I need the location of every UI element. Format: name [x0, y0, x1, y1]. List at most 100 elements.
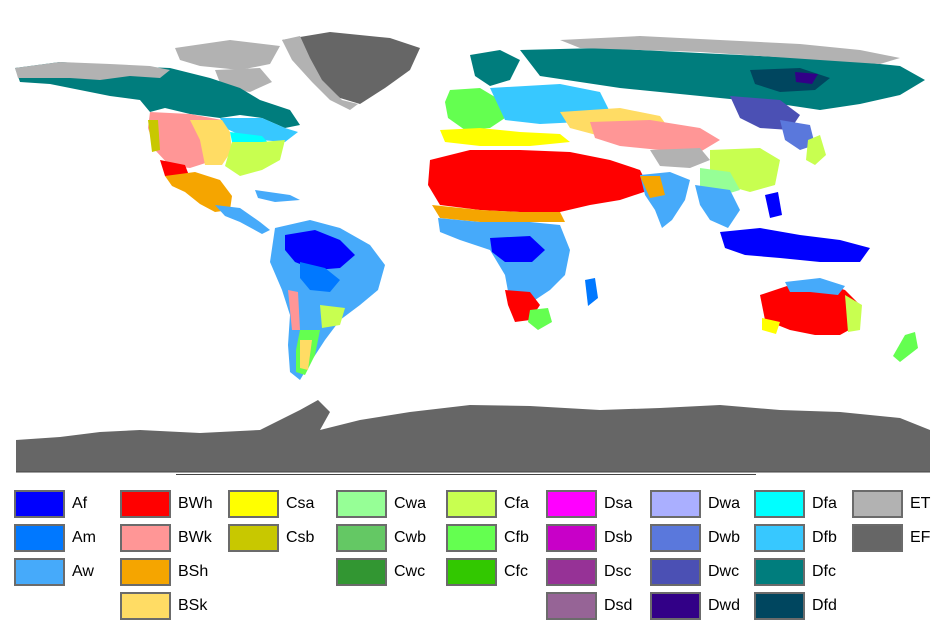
legend-code: Dwc [708, 563, 740, 580]
legend-swatch [546, 558, 597, 586]
antarctica [16, 400, 930, 472]
southern-brazil [320, 305, 345, 328]
greenland-coast [282, 36, 358, 110]
legend-swatch [120, 558, 171, 586]
siberia [520, 48, 925, 110]
legend-code: Cwc [394, 563, 426, 580]
india-bsh [640, 176, 665, 198]
legend-code: Dfc [812, 563, 836, 580]
russia-tundra [560, 36, 900, 64]
legend-code: Am [72, 529, 96, 546]
legend-swatch [650, 524, 701, 552]
australia-southwest [762, 318, 780, 334]
north-tundra [15, 62, 170, 80]
legend-code: Aw [72, 563, 94, 580]
australia [760, 282, 860, 335]
canada-dfb [220, 118, 298, 142]
amazon-am [300, 262, 340, 292]
climate-legend: Af Am Aw BWh BWk BSh BSk Csa Csb Cwa Cwb Cwc Cfa Cfb C… [0, 486, 938, 626]
arctic-islands [175, 40, 280, 70]
legend-swatch [852, 490, 903, 518]
philippines [765, 192, 782, 218]
legend-swatch [446, 490, 497, 518]
siberia-dwd [795, 72, 818, 84]
legend-swatch [14, 558, 65, 586]
legend-code: EF [910, 529, 931, 546]
legend-swatch [228, 490, 279, 518]
legend-swatch [852, 524, 903, 552]
congo-af [490, 236, 545, 262]
amazon-af [285, 230, 355, 270]
central-america [215, 205, 270, 234]
atacama [288, 290, 300, 330]
legend-swatch [754, 490, 805, 518]
scandinavia [470, 50, 520, 86]
legend-code: Cwb [394, 529, 427, 546]
legend-code: BWh [178, 495, 213, 512]
greenland [282, 32, 420, 104]
caribbean [255, 190, 300, 202]
usa-steppe [190, 120, 232, 165]
legend-swatch [650, 490, 701, 518]
legend-code: ET [910, 495, 931, 512]
legend-code: Cfa [504, 495, 529, 512]
south-africa-cfb [528, 308, 552, 330]
legend-swatch [546, 490, 597, 518]
legend-code: Cfb [504, 529, 529, 546]
legend-code: Dfd [812, 597, 837, 614]
legend-code: BWk [178, 529, 212, 546]
legend-swatch [546, 524, 597, 552]
legend-code: Dsc [604, 563, 632, 580]
legend-swatch [336, 558, 387, 586]
legend-code: Dsd [604, 597, 633, 614]
legend-swatch [754, 558, 805, 586]
siberia-dwb [780, 120, 815, 150]
sahel-bsh [432, 205, 565, 222]
tibet-et [650, 148, 710, 168]
mediterranean [440, 128, 570, 146]
legend-swatch [120, 592, 171, 620]
legend-code: Dsb [604, 529, 633, 546]
legend-swatch [546, 592, 597, 620]
legend-code: BSk [178, 597, 208, 614]
patagonia [300, 340, 312, 370]
legend-swatch [754, 592, 805, 620]
legend-swatch [446, 524, 497, 552]
legend-divider [176, 474, 756, 475]
europe-west [445, 88, 505, 130]
usa-east [225, 140, 285, 176]
legend-swatch [120, 524, 171, 552]
legend-swatch [446, 558, 497, 586]
legend-code: Dwa [708, 495, 741, 512]
legend-swatch [650, 558, 701, 586]
legend-code: Dsa [604, 495, 633, 512]
legend-swatch [754, 524, 805, 552]
legend-code: Cwa [394, 495, 427, 512]
sahara-arabia [428, 150, 650, 212]
legend-code: Dwb [708, 529, 741, 546]
legend-code: Cfc [504, 563, 528, 580]
legend-code: Csb [286, 529, 315, 546]
legend-swatch [120, 490, 171, 518]
legend-code: BSh [178, 563, 209, 580]
australia-north [785, 278, 845, 295]
legend-swatch [650, 592, 701, 620]
mexico [165, 172, 232, 212]
legend-swatch [14, 490, 65, 518]
southeast-asia [695, 185, 740, 228]
japan [806, 135, 826, 165]
legend-code: Dfa [812, 495, 837, 512]
madagascar [585, 278, 598, 306]
australia-east [845, 295, 862, 332]
legend-code: Dfb [812, 529, 837, 546]
legend-swatch [14, 524, 65, 552]
legend-swatch [336, 524, 387, 552]
world-climate-map [15, 32, 930, 473]
central-asia-bwk [590, 120, 720, 152]
legend-code: Csa [286, 495, 315, 512]
legend-swatch [336, 490, 387, 518]
legend-code: Af [72, 495, 88, 512]
legend-swatch [228, 524, 279, 552]
west-coast-csb [148, 120, 160, 152]
new-zealand [893, 332, 918, 362]
